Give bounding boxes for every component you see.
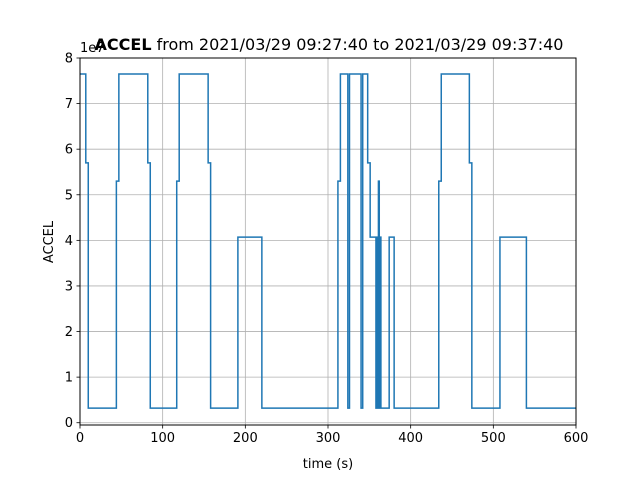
y-tick-label: 4 bbox=[65, 234, 73, 249]
x-ticks: 0 100 200 300 400 500 600 bbox=[76, 425, 589, 446]
chart-title-rest: from 2021/03/29 09:27:40 to 2021/03/29 0… bbox=[152, 35, 564, 54]
x-tick-label: 200 bbox=[233, 431, 258, 446]
y-ticks: 0 1 2 3 4 5 6 7 8 bbox=[65, 52, 80, 431]
y-tick-label: 7 bbox=[65, 97, 73, 112]
series-group bbox=[80, 73, 576, 409]
y-tick-label: 6 bbox=[65, 143, 73, 158]
y-tick-label: 1 bbox=[65, 371, 73, 386]
y-tick-label: 2 bbox=[65, 325, 73, 340]
x-tick-label: 300 bbox=[316, 431, 341, 446]
chart-title: ACCEL from 2021/03/29 09:27:40 to 2021/0… bbox=[95, 35, 564, 54]
x-tick-label: 100 bbox=[150, 431, 175, 446]
y-axis-label: ACCEL bbox=[42, 220, 57, 263]
chart-title-bold: ACCEL bbox=[95, 35, 152, 54]
x-axis-label: time (s) bbox=[303, 457, 353, 472]
grid-lines bbox=[79, 57, 577, 425]
accel-series-line bbox=[80, 73, 576, 409]
y-tick-label: 3 bbox=[65, 279, 73, 294]
y-offset-label: 1e7 bbox=[80, 41, 105, 56]
x-tick-label: 0 bbox=[76, 431, 84, 446]
y-tick-label: 5 bbox=[65, 188, 73, 203]
x-tick-label: 500 bbox=[481, 431, 506, 446]
y-tick-label: 8 bbox=[65, 52, 73, 67]
y-tick-label: 0 bbox=[65, 416, 73, 431]
x-tick-label: 400 bbox=[398, 431, 423, 446]
x-tick-label: 600 bbox=[564, 431, 589, 446]
